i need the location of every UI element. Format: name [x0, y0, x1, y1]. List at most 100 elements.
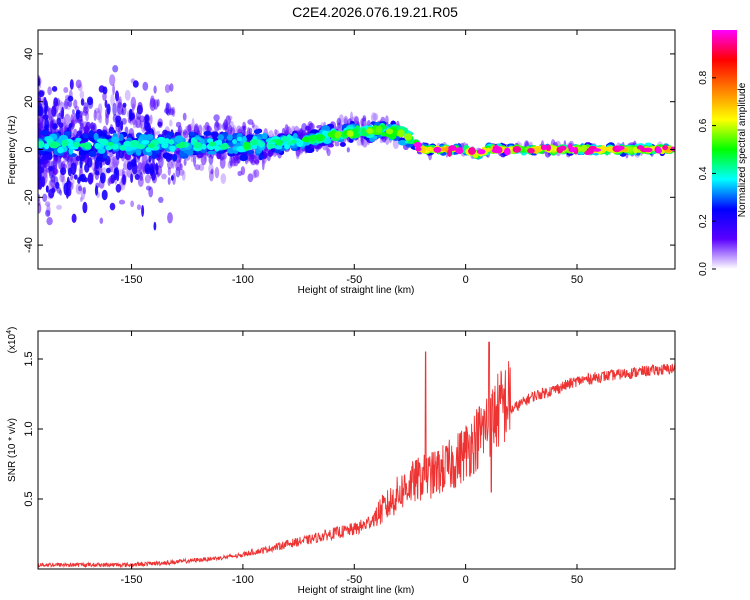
spectrogram-cell [108, 126, 115, 135]
spectrogram-cell [284, 143, 290, 150]
spectrogram-cell [144, 119, 150, 131]
spectrogram-cell [45, 185, 49, 193]
spectrogram-cell [258, 154, 263, 161]
spectrogram-cell [477, 149, 486, 155]
snr-series-line [38, 341, 675, 569]
spectrogram-cell [246, 150, 254, 155]
snr-scale-prefix: (x10 [7, 333, 18, 353]
spectrogram-cell [75, 137, 82, 142]
spectrogram-cell [107, 142, 114, 146]
spectrogram-cell [100, 172, 106, 184]
spectrogram-cell [165, 102, 170, 115]
spectrogram-cell [38, 78, 41, 87]
spectrogram-x-label: Height of straight line (km) [298, 285, 415, 296]
spectrogram-cell [128, 108, 133, 122]
snr-y-label: SNR (10 * v/v) [7, 418, 18, 482]
spectrogram-cell [296, 139, 304, 147]
spectrogram-cell [82, 186, 87, 195]
spectrogram-cell [72, 109, 75, 115]
spectrogram-cell [75, 110, 80, 120]
y-tick-label: -20 [23, 189, 35, 205]
spectrogram-cell [545, 144, 552, 151]
spectrogram-cell [45, 209, 51, 217]
spectrogram-cell [115, 90, 119, 102]
spectrogram-cell [250, 160, 256, 166]
snr-panel: -150 -100 -50 0 50 0.5 1.0 1.5 Height of strai… [6, 327, 676, 596]
spectrogram-cell [42, 160, 47, 168]
x-tick-label: -150 [121, 274, 143, 286]
spectrogram-cell [397, 129, 405, 137]
spectrogram-cell [375, 125, 382, 134]
spectrogram-cell [122, 102, 127, 108]
y-tick-label: 0.5 [23, 491, 35, 506]
spectrogram-cell [512, 146, 522, 153]
y-tick-label: 40 [23, 48, 35, 60]
spectrogram-cell [256, 142, 266, 147]
spectrogram-cell [287, 140, 292, 146]
spectrogram-cell [198, 163, 205, 172]
spectrogram-cell [228, 124, 233, 136]
spectrogram-cell [247, 119, 254, 125]
spectrogram-cell [42, 193, 48, 202]
spectrogram-cell [112, 84, 115, 95]
spectrogram-cell [55, 181, 60, 189]
svg-text:(x104): (x104) [6, 327, 18, 354]
spectrogram-cell [223, 151, 227, 160]
spectrogram-cell [280, 136, 290, 142]
spectrogram-cell [164, 84, 171, 94]
spectrogram-cell [107, 177, 111, 186]
spectrogram-cell [144, 163, 151, 173]
spectrogram-panel: -150 -100 -50 0 50 -40 -20 0 20 40 Height of str… [7, 29, 676, 296]
spectrogram-cell [156, 98, 160, 107]
spectrogram-cell [82, 133, 89, 139]
spectrogram-cell [236, 145, 246, 153]
spectrogram-cell [76, 130, 83, 137]
spectrogram-cell [58, 157, 62, 170]
spectrogram-cell [151, 151, 158, 159]
spectrogram-cell [208, 154, 214, 165]
spectrogram-cell [57, 146, 64, 154]
spectrogram-cell [134, 174, 140, 180]
spectrogram-cell [132, 80, 139, 88]
spectrogram-cell [112, 65, 119, 73]
spectrogram-cell [136, 149, 142, 156]
spectrogram-cell [120, 120, 124, 131]
spectrogram-cell [183, 158, 187, 166]
spectrogram-cell [217, 134, 224, 141]
spectrogram-cell [615, 145, 625, 151]
spectrogram-cell [216, 139, 222, 145]
spectrogram-cell [225, 115, 231, 126]
spectrogram-cell [145, 146, 152, 153]
spectrogram-cell [102, 86, 108, 95]
x-tick-label: 50 [571, 574, 583, 586]
colorbar-tick-label: 0.8 [698, 70, 709, 84]
spectrogram-cell [118, 199, 126, 205]
spectrogram-cell [308, 122, 315, 131]
spectrogram-cell [145, 134, 154, 140]
y-tick-label: 20 [23, 96, 35, 108]
spectrogram-cell [79, 90, 85, 99]
spectrogram-cell [293, 133, 298, 139]
x-tick-label: -100 [232, 274, 254, 286]
spectrogram-cell [44, 103, 48, 117]
spectrogram-cell [214, 145, 220, 152]
spectrogram-cell [97, 148, 106, 154]
snr-frame [37, 330, 676, 570]
spectrogram-cell [68, 148, 74, 155]
spectrogram-cell [38, 202, 42, 214]
x-tick-label: 50 [571, 274, 583, 286]
spectrogram-cell [51, 187, 56, 194]
spectrogram-cell [61, 106, 65, 120]
spectrogram-cell [194, 164, 201, 171]
spectrogram-cell [70, 174, 73, 181]
spectrogram-cell [64, 131, 71, 136]
spectrogram-cell [600, 145, 607, 153]
colorbar-tick-label: 0.6 [698, 118, 709, 132]
spectrogram-cell [73, 141, 80, 148]
spectrogram-cell [86, 96, 94, 106]
spectrogram-cell [88, 150, 97, 157]
spectrogram-cell [51, 105, 57, 117]
spectrogram-cell [45, 201, 51, 207]
spectrogram-cell [47, 86, 52, 96]
spectrogram-cell [78, 185, 82, 192]
